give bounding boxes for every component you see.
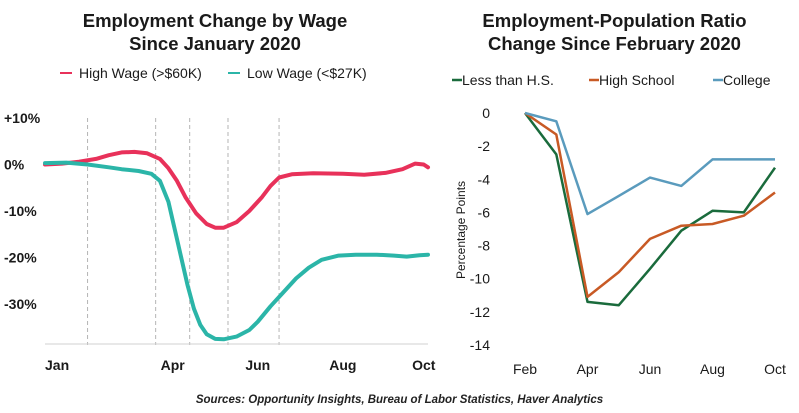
right-chart-svg: Less than H.S. High School College 0 -2 -4 -6 -… bbox=[452, 72, 786, 377]
x-tick-label: Feb bbox=[513, 361, 537, 377]
y-tick-label: -14 bbox=[470, 337, 490, 353]
y-tick-label: -2 bbox=[478, 138, 491, 154]
y-tick-label: -4 bbox=[478, 171, 491, 187]
x-tick-label: Jun bbox=[639, 361, 662, 377]
y-tick-label: -12 bbox=[470, 304, 490, 320]
left-chart-title: Employment Change by Wage Since January … bbox=[0, 9, 430, 55]
y-tick-label: 0% bbox=[4, 157, 25, 173]
x-tick-label: Jun bbox=[245, 357, 270, 373]
x-tick-label: Jan bbox=[45, 357, 69, 373]
legend-label-0: High Wage (>$60K) bbox=[79, 65, 202, 81]
right-title-line-1: Employment-Population Ratio bbox=[482, 10, 747, 31]
legend-label-1: Low Wage (<$27K) bbox=[247, 65, 367, 81]
legend-label-0: Less than H.S. bbox=[462, 72, 554, 88]
left-title-line-1: Employment Change by Wage bbox=[82, 10, 348, 31]
series-line-0 bbox=[43, 149, 430, 230]
right-chart-panel: Employment-Population Ratio Change Since… bbox=[430, 0, 799, 390]
y-tick-label: -30% bbox=[4, 296, 37, 312]
left-chart-panel: Employment Change by Wage Since January … bbox=[0, 9, 436, 373]
series-line-1 bbox=[43, 160, 430, 342]
y-tick-label: +10% bbox=[4, 110, 41, 126]
y-tick-label: -6 bbox=[478, 204, 491, 220]
y-tick-label: -20% bbox=[4, 250, 37, 266]
left-chart-svg: High Wage (>$60K) Low Wage (<$27K) +10% 0% -… bbox=[4, 65, 436, 373]
series-line-0 bbox=[524, 112, 777, 307]
series-line-1 bbox=[524, 111, 776, 299]
x-tick-label: Oct bbox=[412, 357, 436, 373]
series-line-2 bbox=[524, 111, 775, 216]
y-axis-title: Percentage Points bbox=[454, 181, 468, 279]
left-title-line-2: Since January 2020 bbox=[129, 33, 301, 54]
right-title-line-2: Change Since February 2020 bbox=[488, 33, 741, 54]
source-note: Sources: Opportunity Insights, Bureau of… bbox=[195, 394, 604, 406]
legend-label-1: High School bbox=[599, 72, 675, 88]
right-chart-title: Employment-Population Ratio Change Since… bbox=[430, 9, 799, 55]
x-tick-label: Apr bbox=[577, 361, 599, 377]
x-tick-label: Apr bbox=[161, 357, 186, 373]
x-tick-label: Aug bbox=[700, 361, 725, 377]
y-tick-label: 0 bbox=[482, 105, 490, 121]
y-tick-label: -8 bbox=[478, 238, 491, 254]
y-tick-label: -10% bbox=[4, 203, 37, 219]
y-tick-label: -10 bbox=[470, 271, 490, 287]
x-tick-label: Aug bbox=[329, 357, 356, 373]
x-tick-label: Oct bbox=[764, 361, 786, 377]
legend-label-2: College bbox=[723, 72, 771, 88]
